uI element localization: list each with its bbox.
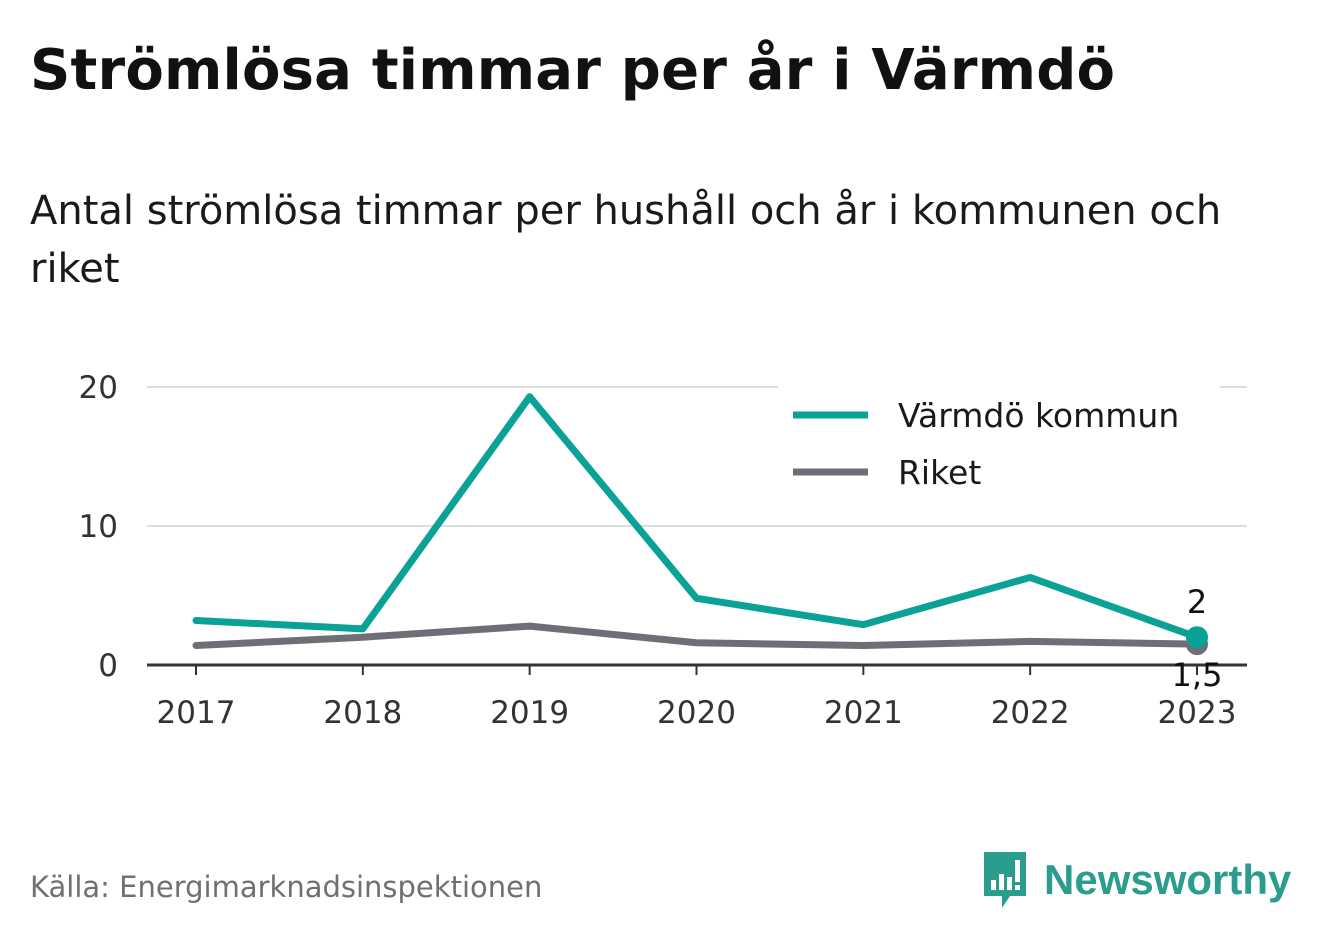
chart-subtitle: Antal strömlösa timmar per hushåll och å… xyxy=(30,188,1222,292)
legend-label-v-rmd-kommun: Värmdö kommun xyxy=(898,396,1179,435)
legend-background xyxy=(778,385,1220,503)
brand-logo-block: Newsworthy xyxy=(980,850,1291,910)
series-end-point-v-rmd-kommun xyxy=(1186,626,1208,649)
x-tick-label-2019: 2019 xyxy=(490,695,569,731)
end-label-riket: 1,5 xyxy=(1172,656,1223,694)
legend: Värmdö kommun Riket xyxy=(778,385,1220,503)
x-tick-label-2023: 2023 xyxy=(1158,695,1237,731)
brand-name: Newsworthy xyxy=(1044,856,1292,903)
y-tick-label-10: 10 xyxy=(79,509,118,545)
x-tick-label-2021: 2021 xyxy=(824,695,903,731)
x-tick-label-2018: 2018 xyxy=(323,695,402,731)
end-label-v-rmd-kommun: 2 xyxy=(1187,583,1207,621)
series-lines xyxy=(192,393,1208,656)
legend-label-riket: Riket xyxy=(898,453,981,492)
x-tick-label-2020: 2020 xyxy=(657,695,736,731)
series-line-v-rmd-kommun xyxy=(192,393,1201,641)
y-tick-label-20: 20 xyxy=(79,370,118,406)
x-tick-label-2022: 2022 xyxy=(991,695,1070,731)
series-line-riket xyxy=(192,622,1201,650)
newsworthy-logo-icon xyxy=(984,852,1026,908)
x-axis-tick-labels: 2017 2018 2019 2020 2021 2022 2023 xyxy=(157,665,1237,731)
chart-title: Strömlösa timmar per år i Värmdö xyxy=(30,38,1116,103)
x-tick-label-2017: 2017 xyxy=(157,695,236,731)
end-labels: 21,5 xyxy=(1172,583,1223,694)
line-chart: 0 10 20 2017 2018 2019 2020 2021 2022 2023 Värmd… xyxy=(79,370,1247,731)
y-tick-label-0: 0 xyxy=(98,648,118,684)
y-axis-tick-labels: 0 10 20 xyxy=(79,370,118,684)
source-note: Källa: Energimarknadsinspektionen xyxy=(30,870,543,904)
